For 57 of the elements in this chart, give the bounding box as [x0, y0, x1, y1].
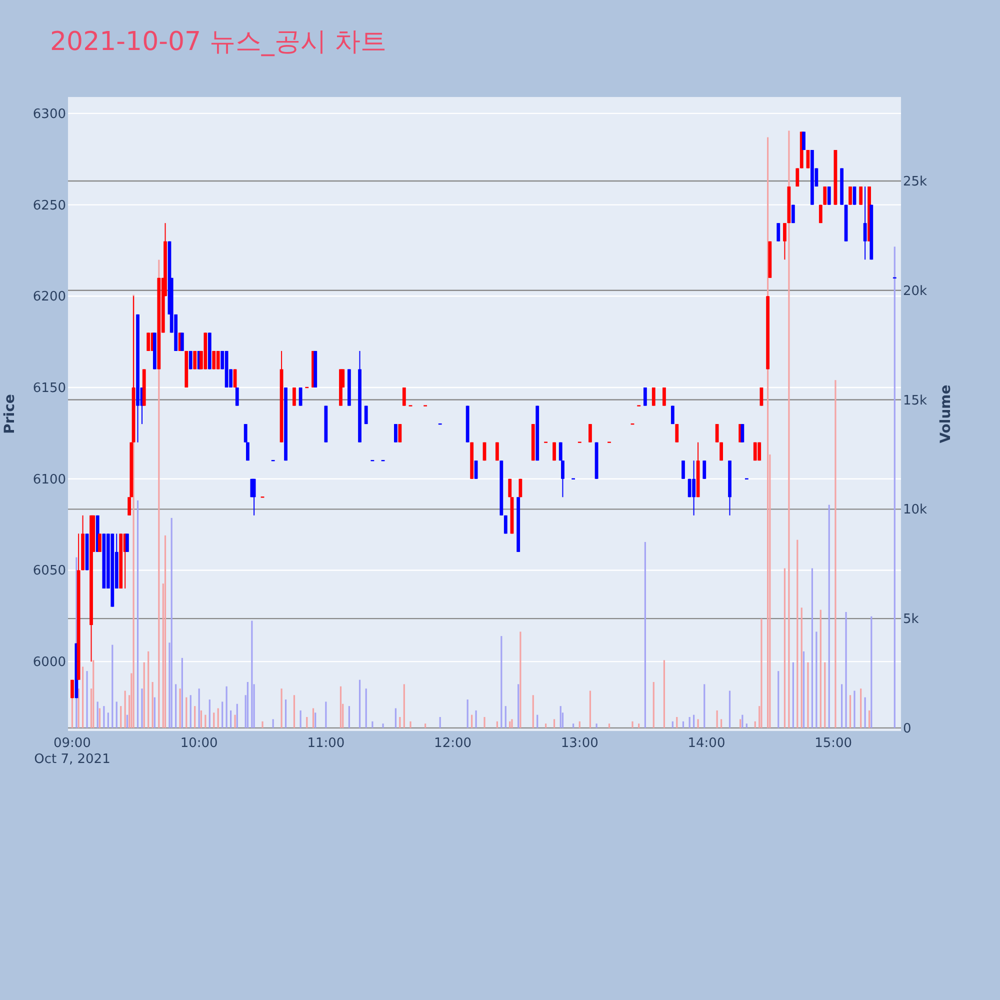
candlestick [402, 387, 406, 406]
x-tick-label: 10:00 [180, 736, 218, 751]
candlestick [783, 222, 786, 260]
y-tick-label: 6050 [32, 564, 66, 579]
candlestick [588, 424, 592, 443]
candlestick [675, 424, 679, 443]
chart-title: 2021-10-07 뉴스_공시 차트 [50, 27, 387, 57]
candlestick [827, 186, 831, 206]
candlestick [823, 186, 827, 206]
candlestick [806, 149, 810, 169]
candlestick [848, 186, 852, 206]
x-tick-label: 09:00 [53, 736, 91, 751]
y-tick-label: 6000 [32, 655, 66, 670]
candlestick [692, 460, 696, 516]
candlestick [126, 533, 129, 552]
candlestick [233, 368, 237, 388]
y2-tick-label: 10k [903, 502, 928, 518]
x-tick-label: 11:00 [307, 736, 345, 751]
candlestick [474, 460, 478, 480]
candlestick [180, 332, 184, 352]
candlestick [715, 424, 719, 443]
y-tick-label: 6200 [32, 290, 66, 305]
candlestick [662, 387, 666, 406]
x-tick-label: 12:00 [434, 736, 472, 751]
y2-tick-label: 0 [903, 721, 912, 736]
candlestick [863, 186, 867, 260]
candlestick [98, 533, 102, 552]
y2-tick-label: 15k [903, 393, 928, 408]
y-axis-title: Price [2, 394, 18, 434]
candlestick [292, 387, 296, 406]
x-tick-label: 15:00 [814, 736, 852, 751]
x-tick-label: 14:00 [688, 736, 726, 751]
y-tick-label: 6100 [32, 472, 66, 488]
candlestick [859, 186, 863, 206]
candlestick [394, 424, 398, 443]
candlestick [852, 186, 856, 206]
candlestick [146, 332, 150, 352]
candlestick [776, 222, 780, 242]
y-tick-label: 6250 [32, 198, 66, 214]
y2-tick-label: 20k [903, 284, 928, 299]
candlestick [643, 387, 647, 406]
x-tick-label: 13:00 [560, 736, 598, 751]
text: Oct 7, 2021 [34, 752, 110, 767]
candlestick [652, 387, 656, 406]
y-tick-label: 6150 [32, 381, 66, 396]
candlestick [760, 387, 764, 406]
candlestick [235, 387, 239, 406]
candlestick [682, 460, 685, 480]
candlestick [702, 460, 706, 480]
y-tick-label: 6300 [32, 106, 66, 122]
y2-axis-title: Volume [938, 384, 954, 444]
candlestick [398, 424, 402, 443]
candlestick [740, 424, 744, 443]
candlestick [802, 131, 806, 150]
y2-tick-label: 5k [903, 612, 920, 628]
y2-tick-label: 25k [903, 174, 928, 190]
candlestick [298, 387, 302, 406]
